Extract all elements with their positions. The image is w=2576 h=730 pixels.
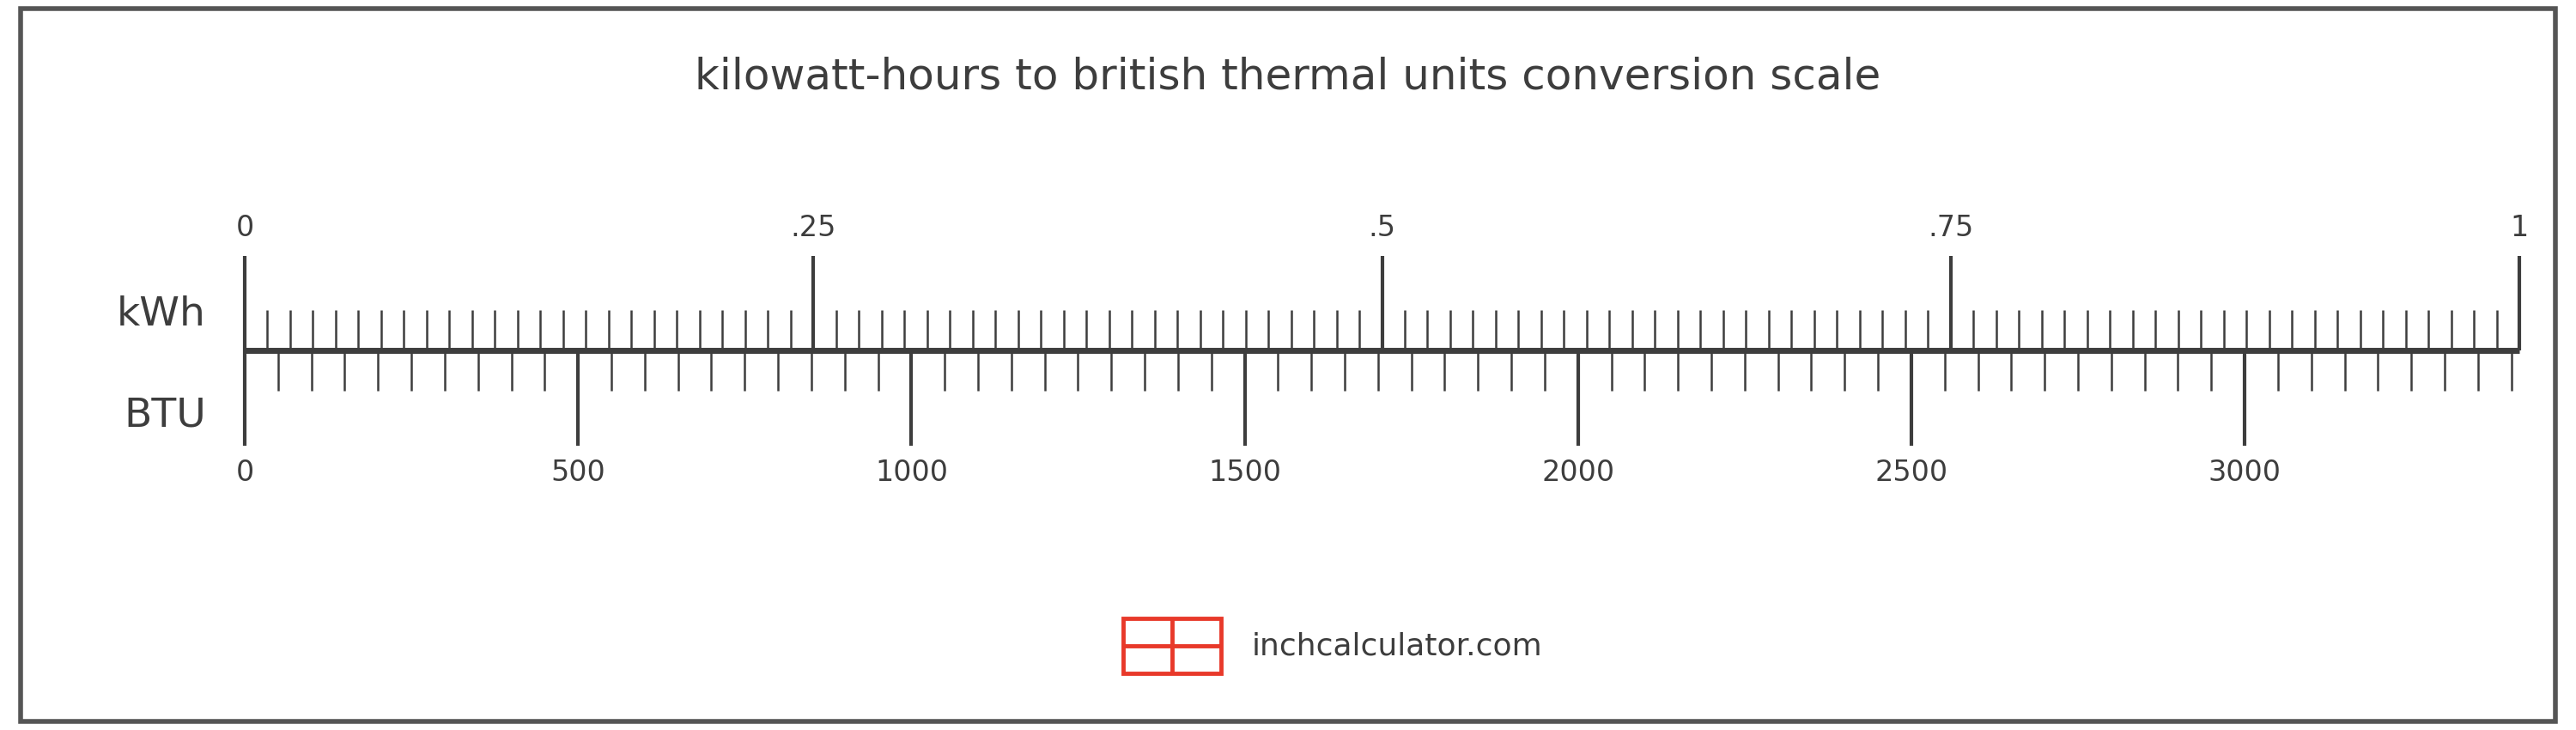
Text: 1000: 1000 (876, 458, 948, 487)
Text: 1: 1 (2509, 214, 2530, 242)
Text: 2500: 2500 (1875, 458, 1947, 487)
Text: kilowatt-hours to british thermal units conversion scale: kilowatt-hours to british thermal units … (696, 56, 1880, 97)
Text: 1500: 1500 (1208, 458, 1280, 487)
Text: 500: 500 (551, 458, 605, 487)
Bar (1123, 618, 1221, 673)
Text: 3000: 3000 (2208, 458, 2282, 487)
Text: 0: 0 (234, 214, 255, 242)
Text: 2000: 2000 (1540, 458, 1615, 487)
Text: .5: .5 (1368, 214, 1396, 242)
Text: 0: 0 (234, 458, 255, 487)
Text: kWh: kWh (116, 296, 206, 334)
Text: inchcalculator.com: inchcalculator.com (1252, 631, 1543, 661)
Text: .75: .75 (1927, 214, 1973, 242)
Text: .25: .25 (791, 214, 837, 242)
Text: BTU: BTU (124, 396, 206, 434)
